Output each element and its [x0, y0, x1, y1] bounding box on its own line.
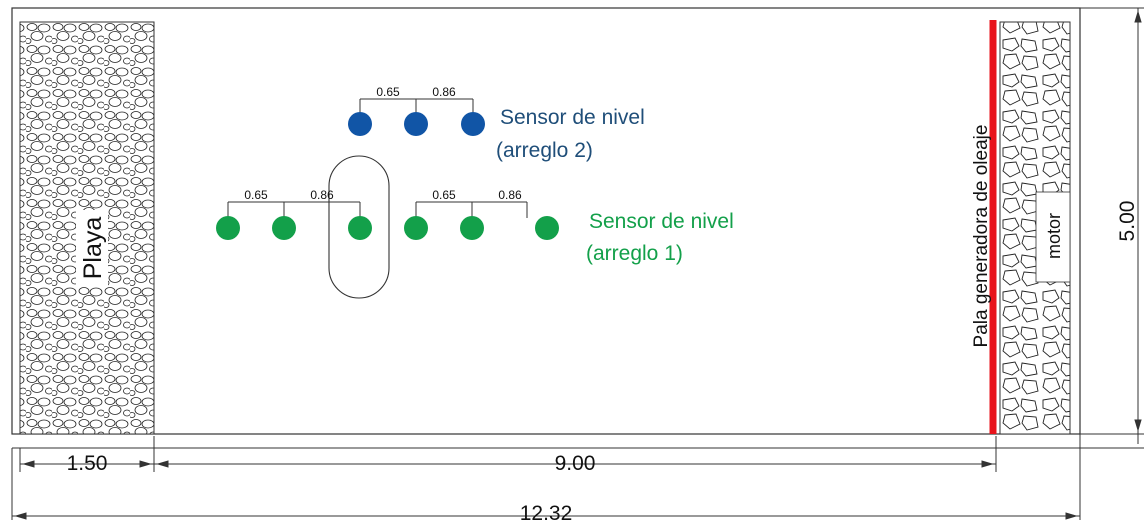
array2-sensor-3 [461, 112, 485, 136]
beach-label: Playa [79, 217, 107, 280]
bottom-dimension-total [11, 434, 1081, 520]
width-value: 5.00 [1116, 201, 1139, 242]
array2-sensor-2 [404, 112, 428, 136]
array2-spacing-1: 0.65 [376, 85, 400, 99]
beach-width-value: 1.50 [67, 452, 108, 475]
array1-label-line1: Sensor de nivel [589, 210, 734, 233]
array1-sensor-3 [348, 216, 372, 240]
array1-left-spacing-dimension [227, 201, 361, 218]
channel-length-value: 9.00 [555, 452, 596, 475]
array1-left-spacing-2: 0.86 [310, 188, 334, 202]
beach-label-background [76, 210, 108, 286]
array2-sensor-1 [348, 112, 372, 136]
width-dimension [1080, 7, 1144, 444]
array2-label-line1: Sensor de nivel [500, 106, 645, 129]
array2-label-line2: (arreglo 2) [496, 139, 593, 162]
motor-label: motor [1044, 213, 1064, 259]
obstacle-outline [328, 155, 390, 299]
motor-box [1035, 191, 1071, 283]
paddle-label: Pala generadora de oleaje [971, 125, 992, 348]
array1-sensor-5 [460, 216, 484, 240]
array1-right-spacing-1: 0.65 [432, 188, 456, 202]
array1-label-line2: (arreglo 1) [586, 242, 683, 265]
beach-zone [19, 21, 155, 435]
array1-right-spacing-2: 0.86 [498, 188, 522, 202]
array1-sensor-4 [404, 216, 428, 240]
array1-left-spacing-1: 0.65 [244, 188, 268, 202]
array1-sensor-2 [272, 216, 296, 240]
total-length-value: 12.32 [520, 502, 573, 520]
flume-outline [11, 7, 1081, 435]
array1-sensor-1 [216, 216, 240, 240]
bottom-dimension-row1 [12, 436, 1144, 472]
array1-right-spacing-dimension [415, 201, 528, 218]
array2-spacing-2: 0.86 [432, 85, 456, 99]
array1-sensor-6 [535, 216, 559, 240]
